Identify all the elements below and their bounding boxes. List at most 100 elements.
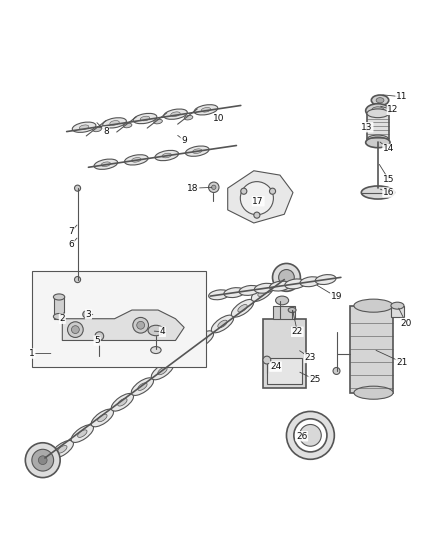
Text: 1: 1: [29, 349, 35, 358]
Ellipse shape: [286, 411, 334, 459]
Ellipse shape: [366, 137, 390, 148]
Polygon shape: [62, 310, 184, 341]
Bar: [262, 319, 306, 389]
Text: 11: 11: [396, 92, 407, 101]
Ellipse shape: [118, 399, 127, 406]
Ellipse shape: [39, 456, 47, 465]
Bar: [32, 271, 206, 367]
Ellipse shape: [154, 119, 162, 124]
Ellipse shape: [74, 185, 81, 191]
Ellipse shape: [239, 286, 260, 295]
Ellipse shape: [53, 294, 65, 300]
Ellipse shape: [138, 383, 147, 390]
Bar: [53, 297, 64, 319]
Ellipse shape: [231, 300, 254, 317]
Ellipse shape: [131, 378, 154, 395]
Ellipse shape: [131, 158, 141, 162]
Ellipse shape: [98, 414, 107, 422]
Text: 6: 6: [68, 240, 74, 249]
Ellipse shape: [367, 109, 389, 118]
Ellipse shape: [211, 315, 233, 333]
Text: 3: 3: [85, 310, 91, 319]
Bar: [367, 114, 389, 140]
Ellipse shape: [193, 149, 202, 154]
Bar: [267, 358, 302, 384]
Ellipse shape: [151, 362, 173, 379]
Ellipse shape: [238, 304, 247, 312]
Text: 16: 16: [383, 188, 395, 197]
Ellipse shape: [78, 430, 87, 438]
Ellipse shape: [155, 150, 179, 160]
Text: 19: 19: [331, 293, 342, 302]
Text: 24: 24: [270, 362, 281, 371]
Ellipse shape: [191, 331, 214, 349]
Circle shape: [240, 182, 273, 215]
Ellipse shape: [376, 98, 384, 103]
Circle shape: [83, 311, 90, 318]
Circle shape: [333, 367, 340, 375]
Ellipse shape: [94, 159, 118, 169]
Ellipse shape: [151, 346, 161, 353]
Circle shape: [269, 188, 276, 194]
Text: 21: 21: [396, 358, 407, 367]
Ellipse shape: [79, 125, 89, 130]
Text: 7: 7: [68, 227, 74, 236]
Ellipse shape: [371, 107, 385, 115]
Ellipse shape: [294, 419, 327, 452]
Ellipse shape: [366, 104, 390, 118]
Ellipse shape: [171, 346, 194, 364]
Ellipse shape: [133, 114, 157, 124]
Text: 12: 12: [387, 106, 399, 114]
Text: 8: 8: [103, 127, 109, 136]
Bar: [350, 305, 393, 393]
Ellipse shape: [164, 109, 187, 119]
Ellipse shape: [371, 95, 389, 106]
Text: 22: 22: [292, 327, 303, 336]
Text: 2: 2: [60, 314, 65, 323]
Ellipse shape: [110, 120, 119, 125]
Circle shape: [137, 321, 145, 329]
Ellipse shape: [194, 104, 218, 115]
Text: 18: 18: [187, 184, 199, 192]
Text: 25: 25: [309, 375, 321, 384]
Bar: [273, 305, 295, 319]
Ellipse shape: [272, 263, 300, 292]
Ellipse shape: [218, 320, 227, 328]
Ellipse shape: [171, 112, 180, 117]
Ellipse shape: [201, 108, 211, 112]
Ellipse shape: [124, 155, 148, 165]
Ellipse shape: [71, 425, 94, 442]
Text: 20: 20: [400, 319, 412, 328]
Text: 23: 23: [305, 353, 316, 362]
Ellipse shape: [276, 296, 289, 305]
Ellipse shape: [269, 281, 290, 291]
Text: 5: 5: [94, 336, 100, 345]
Ellipse shape: [103, 118, 126, 128]
Circle shape: [133, 318, 148, 333]
Ellipse shape: [140, 116, 150, 121]
Ellipse shape: [285, 279, 306, 289]
Ellipse shape: [58, 446, 67, 453]
Text: 15: 15: [383, 175, 395, 184]
Ellipse shape: [101, 162, 110, 166]
Ellipse shape: [315, 274, 336, 285]
Ellipse shape: [148, 325, 164, 336]
Ellipse shape: [74, 277, 81, 282]
Text: 13: 13: [361, 123, 373, 132]
Ellipse shape: [91, 409, 113, 427]
Ellipse shape: [72, 122, 96, 132]
Polygon shape: [228, 171, 293, 223]
Ellipse shape: [279, 270, 294, 285]
Text: 14: 14: [383, 144, 395, 154]
Text: 17: 17: [252, 197, 264, 206]
Ellipse shape: [300, 424, 321, 446]
Ellipse shape: [25, 443, 60, 478]
Ellipse shape: [32, 449, 53, 471]
Ellipse shape: [258, 289, 267, 296]
Ellipse shape: [178, 351, 187, 359]
Ellipse shape: [354, 386, 393, 399]
Ellipse shape: [367, 135, 389, 144]
Ellipse shape: [251, 284, 274, 302]
Ellipse shape: [254, 284, 275, 293]
Ellipse shape: [158, 367, 167, 375]
